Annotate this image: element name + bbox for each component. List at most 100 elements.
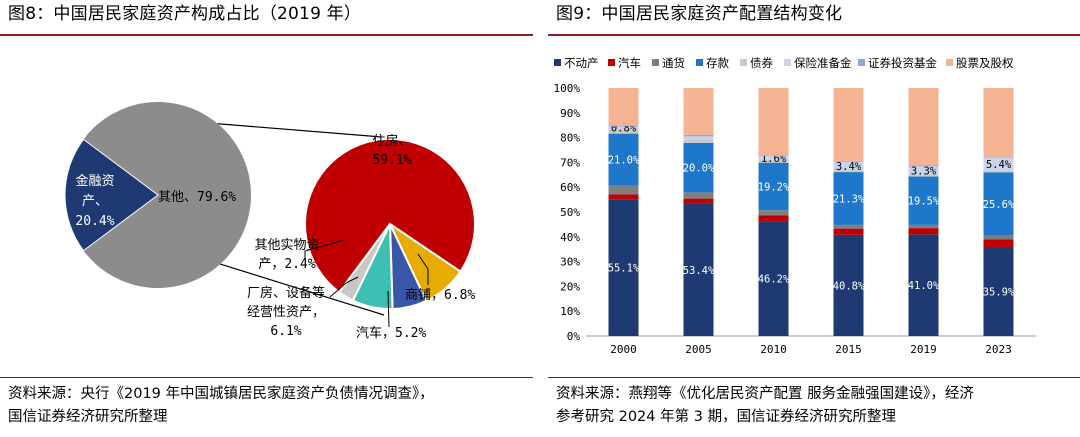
legend-item: 债券 xyxy=(740,56,773,70)
y-tick-label: 20% xyxy=(560,280,580,293)
x-tick-label: 2000 xyxy=(610,343,637,356)
bar-data-label: 19.2% xyxy=(758,181,790,193)
bar-segment xyxy=(908,165,939,167)
bar-segment xyxy=(683,134,714,137)
bar-segment xyxy=(908,228,939,235)
left-source-line-1: 资料来源：央行《2019 年中国城镇居民家庭资产负债情况调查》， xyxy=(8,386,434,402)
bar-segment xyxy=(683,142,714,193)
pie-slice-other xyxy=(83,102,251,289)
legend-swatch xyxy=(608,59,615,66)
left-source-note: 资料来源：央行《2019 年中国城镇居民家庭资产负债情况调查》， 国信证券经济研… xyxy=(8,383,528,429)
bar-segment xyxy=(908,166,939,175)
bar-segment xyxy=(983,239,1014,247)
label-housing-line-2: 59.1% xyxy=(372,153,411,168)
y-tick-label: 80% xyxy=(560,132,580,145)
bar-segment xyxy=(758,155,789,160)
legend-label: 汽车 xyxy=(618,56,641,70)
bar-stack-2015: 40.8% 21.3% 3.4% xyxy=(833,88,865,336)
bar-segment xyxy=(608,133,639,186)
bar-segment xyxy=(608,125,639,127)
legend-label: 债券 xyxy=(750,56,773,70)
right-figure-panel: 图9：中国居民家庭资产配置结构变化 不动产 汽车 通货 存款 债券 保险准备金 证券投资基金… xyxy=(548,0,1080,437)
x-tick-label: 2010 xyxy=(760,343,787,356)
leader-business-assets xyxy=(329,276,359,298)
y-tick-label: 50% xyxy=(560,206,580,219)
legend-label: 不动产 xyxy=(564,56,599,70)
bar-segment xyxy=(833,161,864,171)
y-tick-label: 40% xyxy=(560,231,580,244)
connector-line-bottom xyxy=(220,263,385,316)
legend-item: 存款 xyxy=(696,56,729,70)
connector-line-top xyxy=(217,123,383,138)
bar-segment xyxy=(833,88,864,161)
legend-swatch xyxy=(784,59,791,66)
bar-segment xyxy=(908,234,939,336)
bar-segment xyxy=(908,176,939,225)
bar-segment xyxy=(983,170,1014,173)
label-other-physical-line-1: 其他实物资 xyxy=(254,238,319,253)
legend-item: 汽车 xyxy=(608,56,641,70)
label-housing-line-1: 住房、 xyxy=(372,133,411,149)
leader-other-physical xyxy=(304,239,345,259)
left-source-rule xyxy=(0,377,533,378)
bar-stack-2000: 55.1%21.0%0.8%0.3% xyxy=(608,88,640,336)
bar-segment xyxy=(908,88,939,166)
label-other: 其他、79.6% xyxy=(158,190,236,205)
bar-segment xyxy=(758,221,789,336)
bar-segment xyxy=(908,224,939,229)
bar-segment xyxy=(833,234,864,336)
y-tick-label: 0% xyxy=(567,330,581,343)
legend-label: 证券投资基金 xyxy=(868,56,937,70)
legend-item: 保险准备金 xyxy=(784,56,852,70)
bar-data-label: 41.0% xyxy=(908,280,940,292)
left-source-line-2: 国信证券经济研究所整理 xyxy=(8,409,168,425)
bar-segment xyxy=(683,136,714,140)
bar-data-label: 35.9% xyxy=(983,286,1015,298)
legend-swatch xyxy=(946,59,953,66)
legend-swatch xyxy=(554,59,561,66)
bar-segment xyxy=(608,88,639,126)
bar-stack-2005: 53.4%20.0%0.6% xyxy=(683,88,715,336)
legend-swatch xyxy=(696,59,703,66)
bar-segment xyxy=(833,172,864,225)
sub-slice-housing xyxy=(304,138,476,294)
bars: 55.1%21.0%0.8%0.3%53.4%20.0%0.6%46.2%19.… xyxy=(608,88,1015,336)
label-financial-assets-line-1: 金融资 xyxy=(75,173,114,189)
bar-segment xyxy=(983,88,1014,157)
bar-data-label: 3.4% xyxy=(836,161,862,173)
bar-data-label: 53.4% xyxy=(683,265,715,277)
leader-shops xyxy=(417,253,429,285)
pie-slice-financial-assets xyxy=(64,138,159,252)
bar-segment xyxy=(608,199,639,336)
bar-segment xyxy=(833,228,864,235)
bar-data-label: 55.1% xyxy=(608,263,640,275)
bar-segment xyxy=(683,203,714,336)
bar-segment xyxy=(683,88,714,135)
x-tick-label: 2005 xyxy=(685,343,712,356)
bar-data-label: 20.0% xyxy=(683,163,715,175)
bar-segment xyxy=(608,194,639,200)
bar-segment xyxy=(683,198,714,204)
label-business-assets-line-2: 经营性资产， xyxy=(247,305,325,320)
label-business-assets-line-3: 6.1% xyxy=(270,324,301,339)
bar-segment xyxy=(983,157,1014,171)
right-source-rule xyxy=(548,377,1080,378)
bar-segment xyxy=(758,88,789,156)
bar-data-label: 21.3% xyxy=(833,193,865,205)
y-tick-label: 60% xyxy=(560,181,580,194)
bar-segment xyxy=(833,160,864,162)
label-business-assets-line-1: 厂房、设备等 xyxy=(247,285,325,301)
bar-segment xyxy=(983,235,1014,240)
bar-segment xyxy=(608,185,639,195)
bar-segment xyxy=(983,246,1014,336)
bar-segment xyxy=(983,172,1014,236)
x-tick-label: 2023 xyxy=(985,343,1012,356)
bar-data-label: 5.4% xyxy=(986,159,1012,171)
legend-label: 存款 xyxy=(706,56,729,70)
legend-item: 通货 xyxy=(652,56,685,70)
x-tick-label: 2019 xyxy=(910,343,937,356)
legend-label: 股票及股权 xyxy=(956,56,1014,70)
right-source-line-2: 参考研究 2024 年第 3 期，国信证券经济研究所整理 xyxy=(556,409,897,425)
legend: 不动产 汽车 通货 存款 债券 保险准备金 证券投资基金 股票及股权 xyxy=(554,56,1014,70)
legend-label: 通货 xyxy=(662,56,685,70)
